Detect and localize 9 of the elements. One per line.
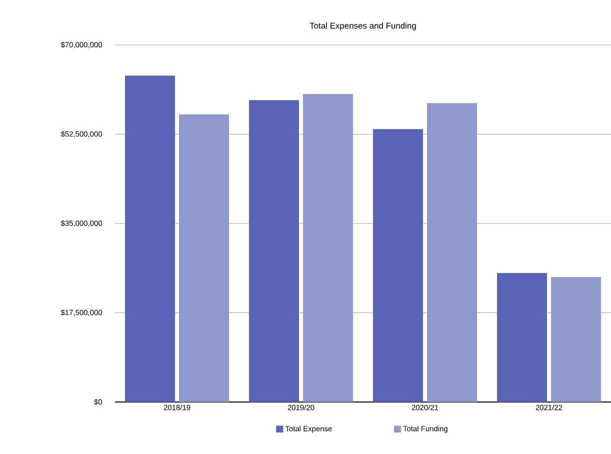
bar (427, 103, 478, 402)
bar (551, 277, 602, 402)
bar (125, 76, 175, 402)
bar (179, 114, 230, 402)
bar (373, 129, 424, 402)
bar (249, 100, 300, 402)
bar (303, 94, 354, 402)
bar (497, 272, 548, 402)
chart-title: Total Expenses and Funding (310, 22, 416, 30)
